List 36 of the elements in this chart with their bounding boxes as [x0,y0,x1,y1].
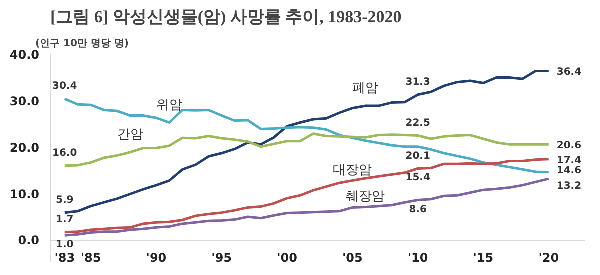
data-label: 1.7 [56,214,74,226]
x-tick-label: '90 [146,251,167,266]
x-tick-label: '10 [408,251,428,266]
x-tick-label: '20 [538,251,560,266]
y-axis-title: (인구 10만 명당 명) [36,38,130,50]
series-label: 췌장암 [346,189,386,204]
x-tick-label: '83 [54,251,76,266]
series-label: 위암 [156,98,183,113]
data-label: 22.5 [406,118,430,129]
data-label: 16.0 [52,148,78,159]
y-tick-label: 40.0 [10,48,40,62]
data-label: 17.4 [556,155,582,166]
x-tick-label: '00 [277,251,298,266]
data-label: 20.6 [556,140,582,152]
data-label: 14.6 [556,165,582,176]
x-tick-label: '85 [80,251,102,266]
y-tick-label: 0.0 [18,234,40,248]
data-label: 5.9 [56,194,74,206]
x-tick-label: '05 [342,251,363,266]
data-label: 36.4 [556,67,582,78]
data-label: 30.4 [52,81,78,92]
data-label: 13.2 [556,180,582,192]
y-tick-label: 20.0 [10,140,40,155]
series-label: 간암 [117,127,144,142]
data-label: 8.6 [409,204,427,216]
chart-title: [그림 6] 악성신생물(암) 사망률 추이, 1983-2020 [50,8,402,26]
x-tick-label: '95 [212,251,232,266]
data-label: 31.3 [406,76,430,88]
y-tick-label: 30.0 [10,94,40,108]
data-label: 15.4 [406,172,430,184]
data-label: 20.1 [406,150,430,162]
data-label: 1.0 [56,240,74,251]
x-tick-label: '15 [473,251,494,266]
series-label: 대장암 [333,162,372,178]
y-tick-label: 10.0 [10,187,40,202]
series-label: 폐암 [352,81,379,96]
